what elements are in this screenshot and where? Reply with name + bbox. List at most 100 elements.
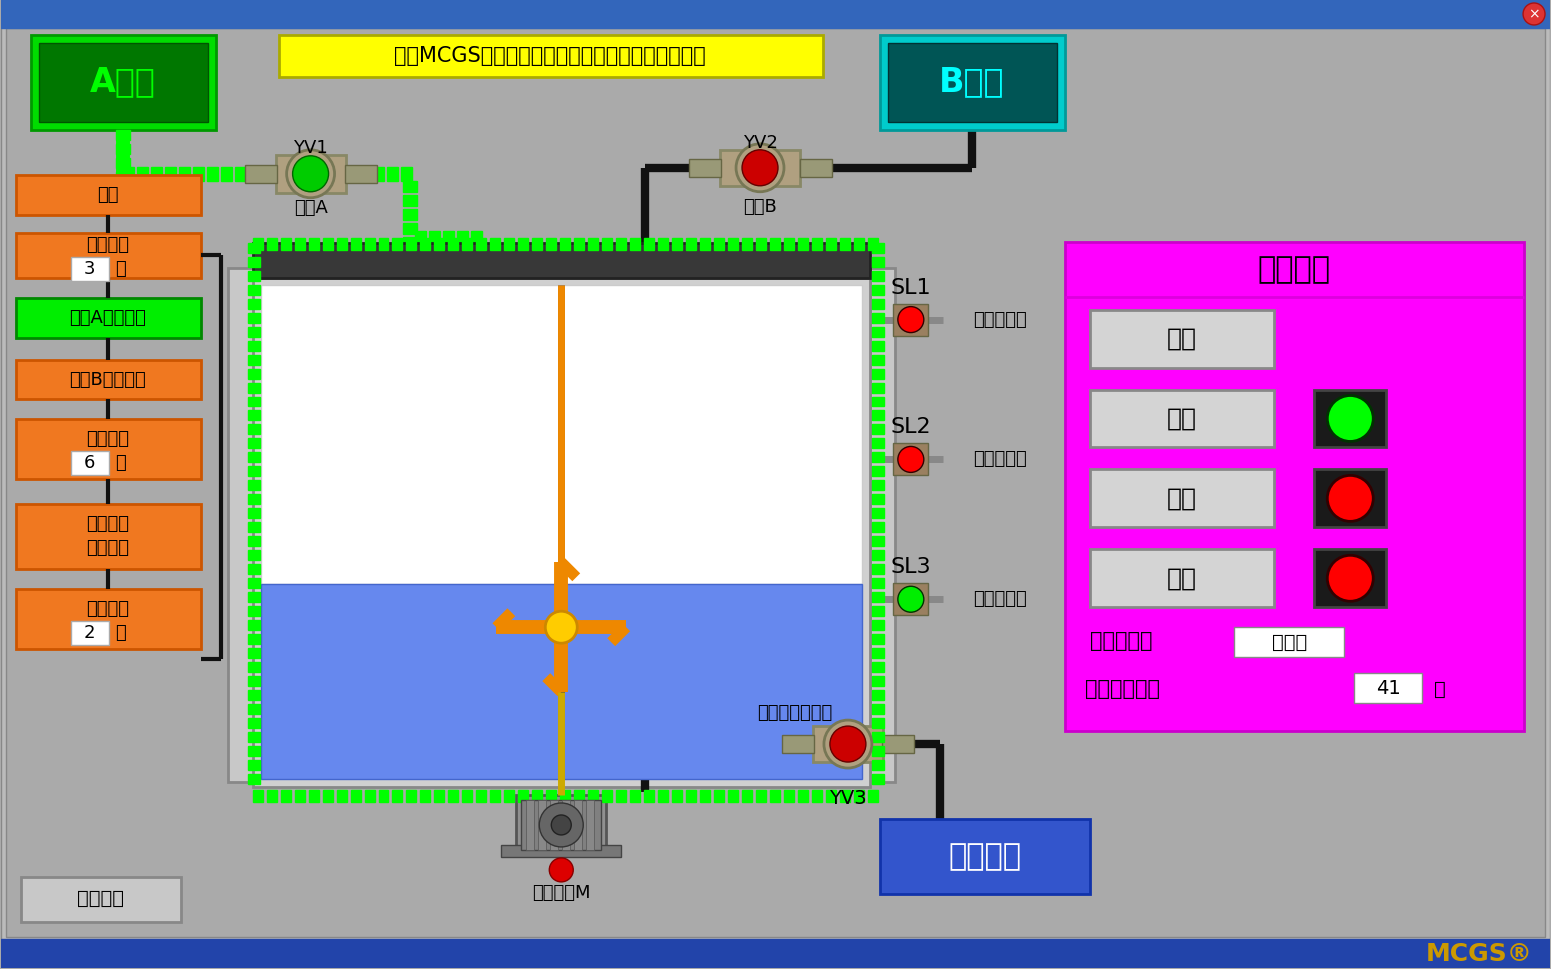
Bar bbox=[602, 790, 613, 802]
Bar bbox=[248, 453, 259, 462]
Bar bbox=[16, 359, 200, 399]
Text: 2: 2 bbox=[84, 624, 96, 642]
Bar bbox=[16, 504, 200, 569]
Bar bbox=[574, 790, 585, 802]
Bar bbox=[872, 438, 884, 449]
Bar bbox=[22, 877, 181, 922]
Bar bbox=[521, 800, 602, 850]
Bar bbox=[872, 676, 884, 686]
Bar bbox=[248, 690, 259, 701]
Bar bbox=[116, 172, 130, 182]
Bar bbox=[248, 746, 259, 756]
Bar bbox=[872, 662, 884, 672]
Text: YV1: YV1 bbox=[293, 139, 327, 157]
Bar bbox=[248, 438, 259, 449]
Bar bbox=[755, 237, 766, 250]
Circle shape bbox=[1328, 555, 1373, 601]
Bar bbox=[872, 298, 884, 308]
Bar bbox=[16, 589, 200, 649]
Bar bbox=[430, 231, 440, 245]
Bar bbox=[71, 621, 109, 645]
Bar bbox=[783, 790, 794, 802]
Bar bbox=[248, 466, 259, 477]
Bar bbox=[616, 790, 627, 802]
Bar bbox=[574, 800, 582, 850]
Text: SL2: SL2 bbox=[890, 418, 931, 437]
Bar bbox=[444, 231, 454, 245]
Bar bbox=[700, 237, 710, 250]
Bar bbox=[434, 237, 445, 250]
Bar bbox=[248, 620, 259, 630]
Bar bbox=[178, 167, 189, 181]
Bar bbox=[504, 790, 515, 802]
Text: 液面传感器: 液面传感器 bbox=[972, 451, 1027, 468]
Bar bbox=[630, 237, 641, 250]
Text: 秒: 秒 bbox=[115, 624, 126, 642]
Bar bbox=[116, 143, 130, 154]
Bar bbox=[872, 411, 884, 421]
Bar bbox=[2, 0, 1549, 28]
Bar bbox=[872, 607, 884, 616]
Bar bbox=[490, 237, 501, 250]
Bar bbox=[248, 298, 259, 308]
Bar bbox=[727, 237, 738, 250]
Bar bbox=[518, 790, 529, 802]
Text: A液体: A液体 bbox=[90, 65, 155, 99]
Bar bbox=[658, 790, 668, 802]
Bar bbox=[644, 237, 655, 250]
Text: 6: 6 bbox=[84, 454, 96, 473]
Circle shape bbox=[830, 726, 865, 762]
Bar bbox=[869, 790, 878, 802]
Bar bbox=[16, 233, 200, 278]
Circle shape bbox=[540, 803, 583, 847]
Bar bbox=[813, 790, 822, 802]
Bar bbox=[281, 237, 290, 250]
Bar bbox=[248, 774, 259, 784]
Bar bbox=[279, 35, 824, 77]
Bar bbox=[518, 237, 529, 250]
Bar bbox=[872, 592, 884, 603]
Text: YV2: YV2 bbox=[743, 134, 777, 152]
Text: ×: × bbox=[1528, 7, 1540, 21]
Bar bbox=[872, 327, 884, 336]
Bar bbox=[893, 583, 927, 615]
Bar bbox=[206, 167, 217, 181]
Bar bbox=[755, 790, 766, 802]
Bar bbox=[309, 237, 318, 250]
Text: 初始排空: 初始排空 bbox=[87, 235, 129, 254]
Bar bbox=[672, 790, 682, 802]
Bar bbox=[476, 237, 487, 250]
Bar bbox=[1090, 390, 1275, 448]
Bar bbox=[253, 242, 870, 278]
Text: 停止: 停止 bbox=[1166, 486, 1196, 511]
Bar bbox=[16, 297, 200, 337]
Bar bbox=[813, 237, 822, 250]
Bar bbox=[150, 167, 161, 181]
Bar bbox=[337, 790, 346, 802]
Bar bbox=[872, 494, 884, 504]
Circle shape bbox=[898, 586, 924, 612]
Bar bbox=[248, 327, 259, 336]
Bar bbox=[402, 167, 413, 181]
Bar bbox=[563, 800, 571, 850]
Bar bbox=[872, 578, 884, 588]
Bar bbox=[893, 444, 927, 476]
Bar bbox=[872, 453, 884, 462]
Bar bbox=[403, 223, 417, 234]
Text: 秒: 秒 bbox=[1435, 679, 1446, 699]
Bar bbox=[872, 536, 884, 547]
Bar bbox=[378, 790, 388, 802]
Text: 液面传感器: 液面传感器 bbox=[972, 311, 1027, 328]
Bar bbox=[392, 790, 402, 802]
Bar bbox=[403, 181, 417, 192]
Bar bbox=[248, 662, 259, 672]
Bar bbox=[872, 550, 884, 560]
Bar bbox=[323, 790, 332, 802]
Text: 混合液体电磁阀: 混合液体电磁阀 bbox=[757, 704, 833, 722]
Bar bbox=[551, 800, 558, 850]
Text: 开始: 开始 bbox=[98, 186, 118, 203]
Bar bbox=[416, 231, 427, 245]
Bar bbox=[872, 648, 884, 658]
Bar bbox=[872, 466, 884, 477]
Text: 41: 41 bbox=[1376, 678, 1401, 698]
